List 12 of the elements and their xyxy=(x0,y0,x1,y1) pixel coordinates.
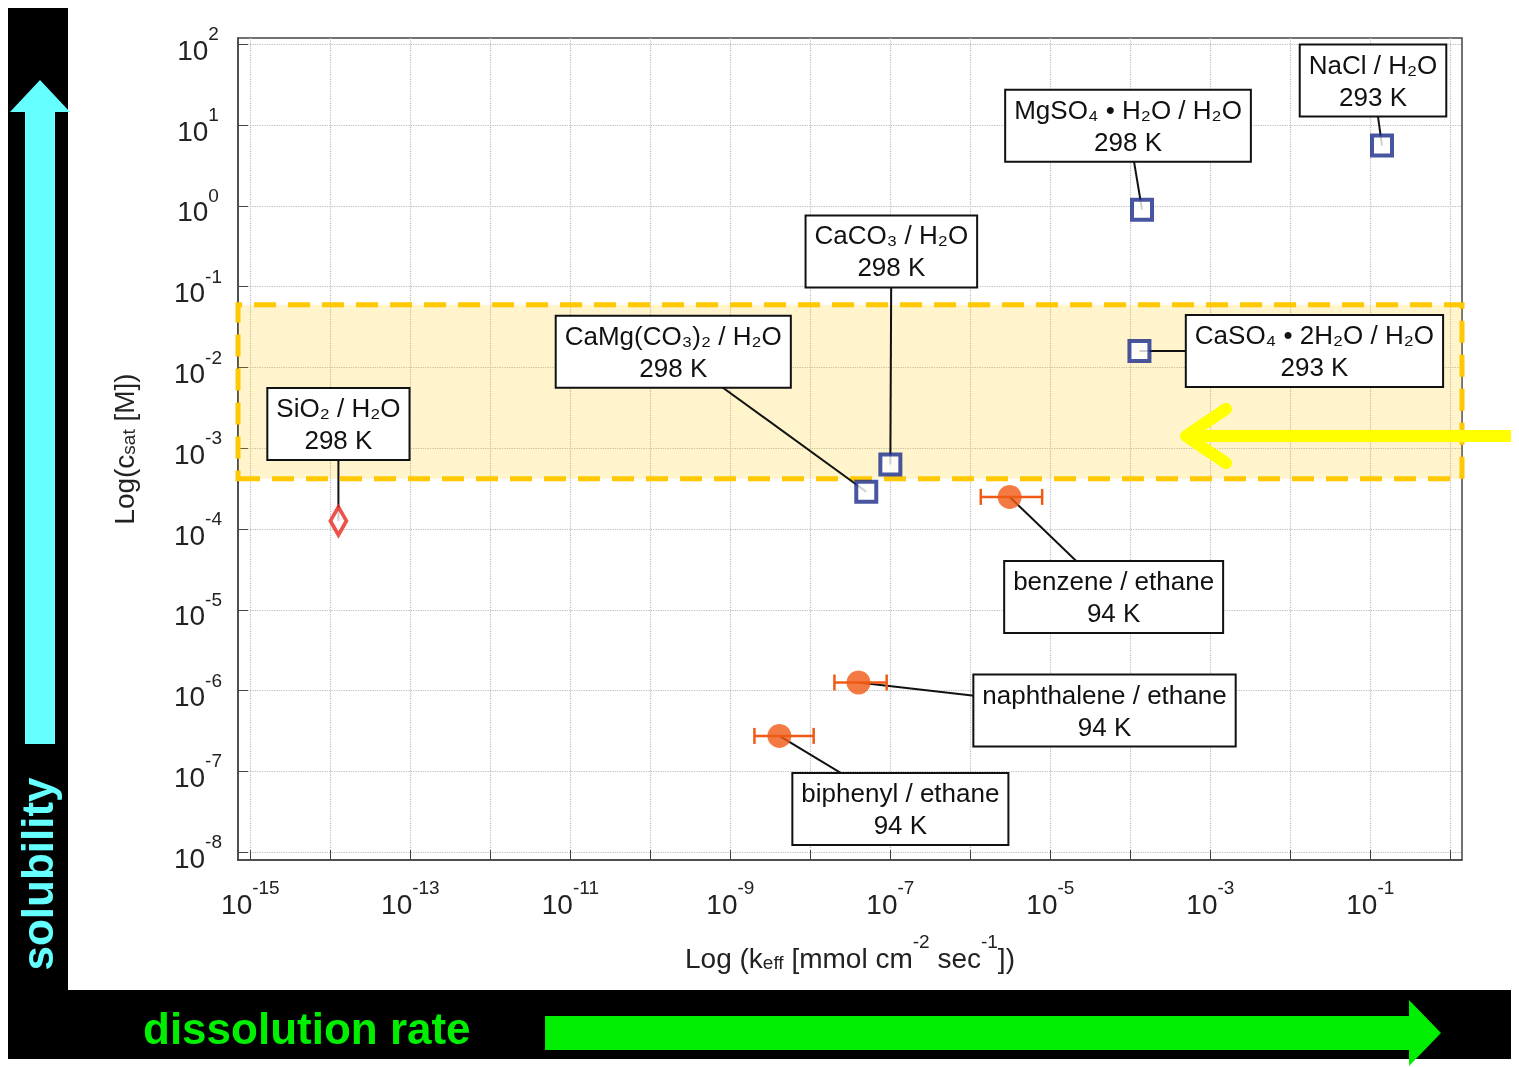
annotation: naphthalene / ethane 94 K xyxy=(982,679,1227,742)
annotation: biphenyl / ethane 94 K xyxy=(801,777,1000,840)
annotation: CaSO₄ • 2H₂O / H₂O 293 K xyxy=(1194,320,1435,383)
text: solubility xyxy=(13,777,63,971)
annotation: benzene / ethane 94 K xyxy=(1013,565,1215,628)
text: dissolution rate xyxy=(143,1004,471,1054)
annotation: CaCO₃ / H₂O 298 K xyxy=(814,220,969,283)
y-axis-title: Log(csat [M]) xyxy=(108,373,140,525)
annotation: NaCl / H₂O 293 K xyxy=(1308,49,1438,112)
annotation: MgSO₄ • H₂O / H₂O 298 K xyxy=(1014,94,1242,157)
annotation: SiO₂ / H₂O 298 K xyxy=(276,392,401,455)
annotation: CaMg(CO₃)₂ / H₂O 298 K xyxy=(564,320,782,383)
